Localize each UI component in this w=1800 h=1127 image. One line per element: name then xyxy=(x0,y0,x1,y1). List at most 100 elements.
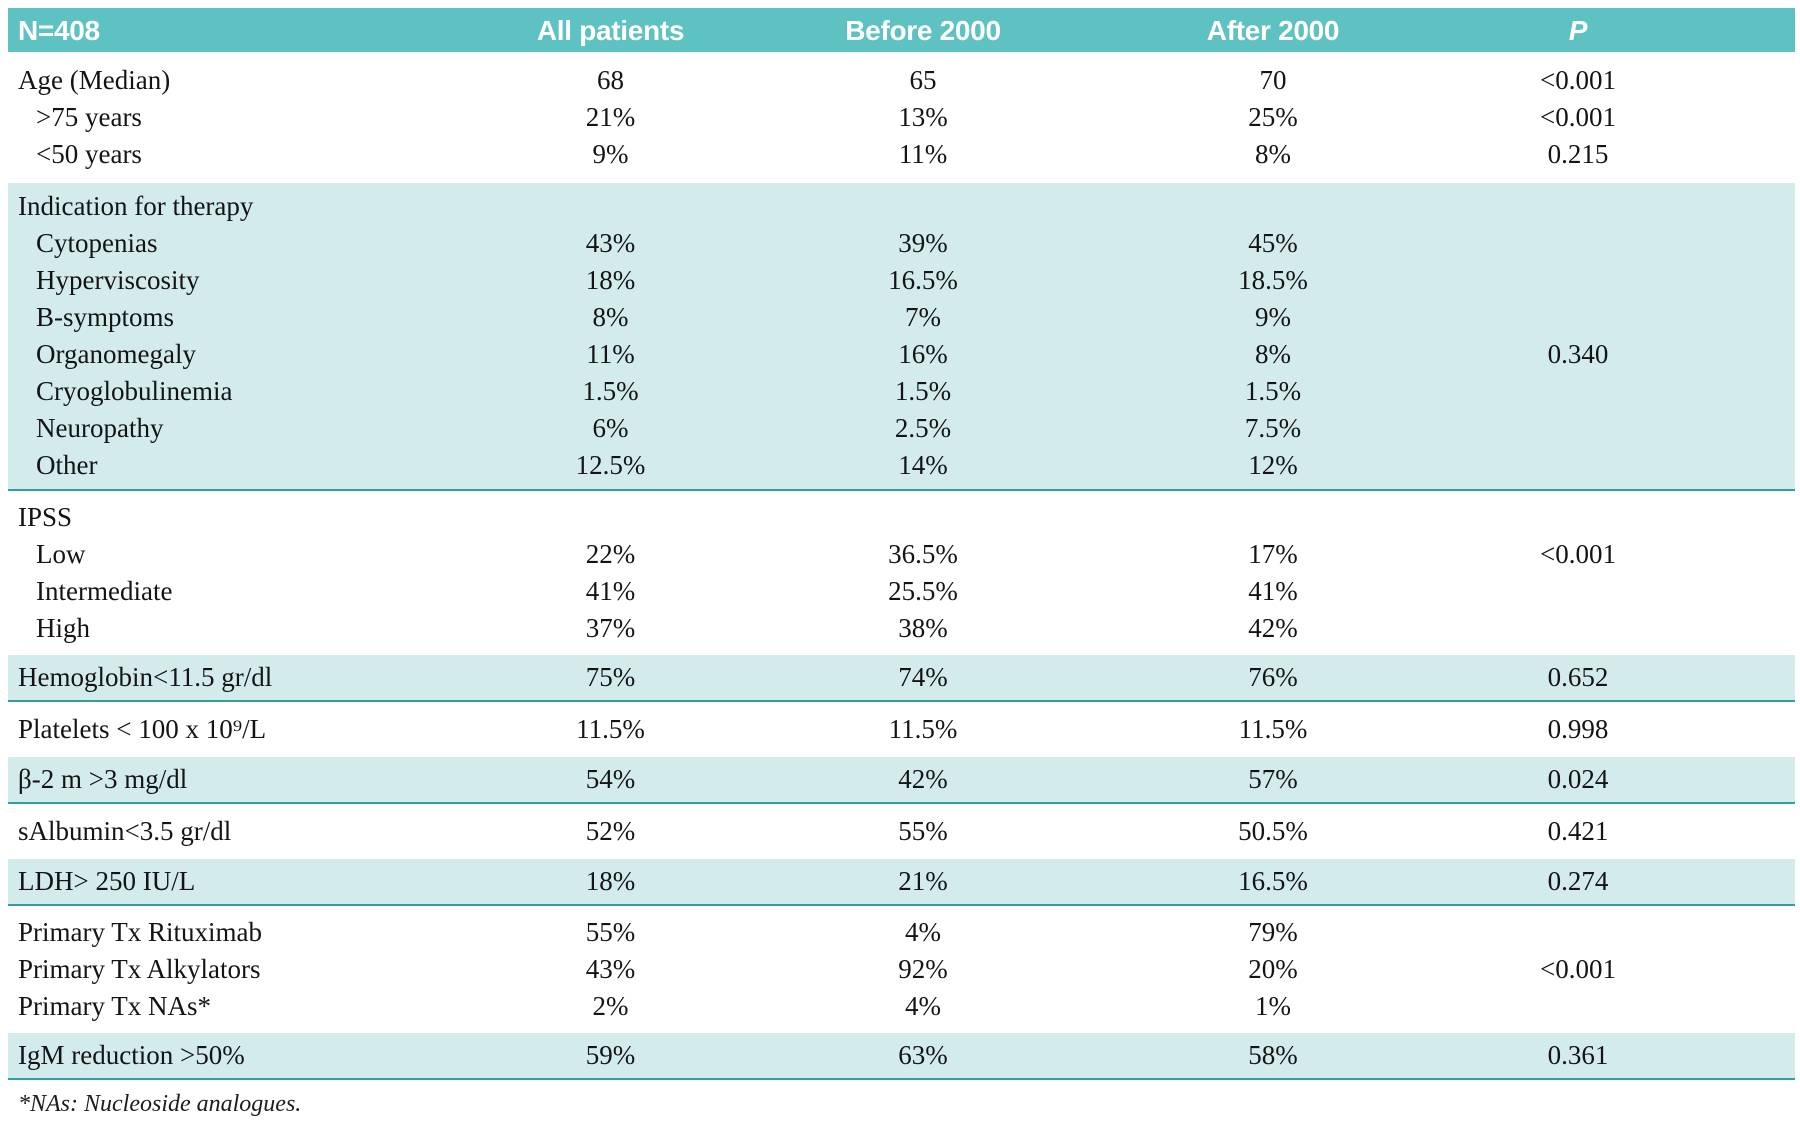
cell-after-2000: 7.5% xyxy=(1244,413,1302,443)
table-row: Hyperviscosity 18% 16.5% 18.5% xyxy=(8,262,1795,299)
cell-after-2000: 20% xyxy=(1248,954,1298,984)
cell-after-2000: 8% xyxy=(1255,339,1291,369)
cell-all-patients: 52% xyxy=(585,816,636,846)
cell-all-patients: 37% xyxy=(585,613,636,643)
column-header-p-value: P xyxy=(1568,14,1588,46)
cell-all-patients: 22% xyxy=(585,539,636,569)
column-header-all-patients: All patients xyxy=(536,14,685,46)
cell-all-patients: 6% xyxy=(592,413,629,443)
cell-p-value: 0.215 xyxy=(1547,139,1609,169)
cell-all-patients: 75% xyxy=(585,662,636,692)
row-label: Cryoglobulinemia xyxy=(36,376,233,406)
cell-after-2000: 8% xyxy=(1255,139,1291,169)
cell-all-patients: 68 xyxy=(597,65,624,95)
column-header-before-2000: Before 2000 xyxy=(845,14,1001,46)
cell-after-2000: 79% xyxy=(1248,917,1298,947)
row-label: IPSS xyxy=(18,502,73,532)
cell-all-patients: 9% xyxy=(592,139,629,169)
cell-before-2000: 14% xyxy=(898,450,948,480)
table-row: Organomegaly 11% 16% 8% 0.340 xyxy=(8,336,1795,373)
table-section: LDH> 250 IU/L 18% 21% 16.5% 0.274 xyxy=(8,859,1795,906)
cell-p-value: <0.001 xyxy=(1540,954,1616,984)
table-footnote: *NAs: Nucleoside analogues. xyxy=(18,1091,302,1117)
cell-all-patients: 12.5% xyxy=(575,450,646,480)
row-label: Intermediate xyxy=(36,576,173,606)
cell-all-patients: 43% xyxy=(585,954,636,984)
cell-before-2000: 4% xyxy=(905,917,941,947)
row-label: Neuropathy xyxy=(36,413,164,443)
table-section: β-2 m >3 mg/dl 54% 42% 57% 0.024 xyxy=(8,757,1795,804)
cell-after-2000: 11.5% xyxy=(1238,714,1308,744)
table-row: B-symptoms 8% 7% 9% xyxy=(8,299,1795,336)
cell-after-2000: 76% xyxy=(1248,662,1298,692)
table-section: IgM reduction >50% 59% 63% 58% 0.361 xyxy=(8,1033,1795,1080)
cell-after-2000: 42% xyxy=(1248,613,1298,643)
cell-after-2000: 17% xyxy=(1248,539,1298,569)
table-body: Age (Median) 68 65 70 <0.001 >75 years 2… xyxy=(8,52,1795,1080)
cell-before-2000: 42% xyxy=(898,764,948,794)
cell-p-value: 0.998 xyxy=(1547,714,1609,744)
cell-before-2000: 92% xyxy=(898,954,948,984)
row-label: Primary Tx NAs* xyxy=(18,991,211,1021)
table-row: Cryoglobulinemia 1.5% 1.5% 1.5% xyxy=(8,373,1795,410)
row-label: Primary Tx Rituximab xyxy=(18,917,262,947)
table-row: IPSS xyxy=(8,499,1795,536)
row-label: Cytopenias xyxy=(36,228,158,258)
cell-after-2000: 41% xyxy=(1248,576,1298,606)
row-label: >75 years xyxy=(36,102,142,132)
cell-all-patients: 55% xyxy=(585,917,636,947)
cell-after-2000: 1% xyxy=(1255,991,1291,1021)
row-label: Indication for therapy xyxy=(18,191,254,221)
table-row: Neuropathy 6% 2.5% 7.5% xyxy=(8,410,1795,447)
cell-before-2000: 65 xyxy=(909,65,937,95)
cell-p-value: 0.340 xyxy=(1547,339,1609,369)
cell-before-2000: 25.5% xyxy=(888,576,958,606)
table-row: Primary Tx Alkylators 43% 92% 20% <0.001 xyxy=(8,951,1795,988)
cell-after-2000: 9% xyxy=(1255,302,1291,332)
cell-p-value: 0.274 xyxy=(1547,866,1609,896)
row-label: Platelets < 100 x 10⁹/L xyxy=(18,714,267,744)
cell-before-2000: 16.5% xyxy=(888,265,958,295)
cell-p-value: <0.001 xyxy=(1540,102,1616,132)
cell-before-2000: 38% xyxy=(898,613,948,643)
cell-all-patients: 1.5% xyxy=(582,376,639,406)
table-section: Age (Median) 68 65 70 <0.001 >75 years 2… xyxy=(8,52,1795,183)
row-label: Hyperviscosity xyxy=(36,265,200,295)
cell-before-2000: 63% xyxy=(898,1040,948,1070)
cell-before-2000: 74% xyxy=(898,662,948,692)
cell-p-value: 0.421 xyxy=(1547,816,1609,846)
cell-all-patients: 21% xyxy=(585,102,636,132)
cell-before-2000: 16% xyxy=(898,339,948,369)
cell-after-2000: 50.5% xyxy=(1238,816,1308,846)
table-section: Primary Tx Rituximab 55% 4% 79% Primary … xyxy=(8,906,1795,1033)
cell-after-2000: 70 xyxy=(1259,65,1287,95)
cell-p-value: 0.652 xyxy=(1547,662,1609,692)
table-row: Low 22% 36.5% 17% <0.001 xyxy=(8,536,1795,573)
table-section: sAlbumin<3.5 gr/dl 52% 55% 50.5% 0.421 xyxy=(8,804,1795,859)
table-row: Age (Median) 68 65 70 <0.001 xyxy=(8,62,1795,99)
table-row: β-2 m >3 mg/dl 54% 42% 57% 0.024 xyxy=(8,761,1795,798)
table-row: Primary Tx NAs* 2% 4% 1% xyxy=(8,988,1795,1025)
table-row: IgM reduction >50% 59% 63% 58% 0.361 xyxy=(8,1037,1795,1074)
column-header-after-2000: After 2000 xyxy=(1206,14,1340,46)
cell-all-patients: 18% xyxy=(585,265,636,295)
cell-p-value: <0.001 xyxy=(1540,539,1616,569)
table-section: Indication for therapy Cytopenias 43% 39… xyxy=(8,183,1795,491)
table-section: Platelets < 100 x 10⁹/L 11.5% 11.5% 11.5… xyxy=(8,702,1795,757)
row-label: Other xyxy=(36,450,98,480)
row-label: Hemoglobin<11.5 gr/dl xyxy=(18,662,273,692)
cell-p-value: 0.024 xyxy=(1547,764,1609,794)
cell-all-patients: 11.5% xyxy=(576,714,645,744)
cell-after-2000: 12% xyxy=(1248,450,1298,480)
cell-before-2000: 1.5% xyxy=(894,376,952,406)
row-label: Primary Tx Alkylators xyxy=(18,954,261,984)
row-label: IgM reduction >50% xyxy=(18,1040,245,1070)
cell-before-2000: 39% xyxy=(898,228,948,258)
cell-after-2000: 18.5% xyxy=(1238,265,1308,295)
cell-all-patients: 59% xyxy=(585,1040,636,1070)
table-row: <50 years 9% 11% 8% 0.215 xyxy=(8,136,1795,173)
row-label: LDH> 250 IU/L xyxy=(18,866,196,896)
row-label: High xyxy=(36,613,90,643)
table-row: Hemoglobin<11.5 gr/dl 75% 74% 76% 0.652 xyxy=(8,659,1795,696)
